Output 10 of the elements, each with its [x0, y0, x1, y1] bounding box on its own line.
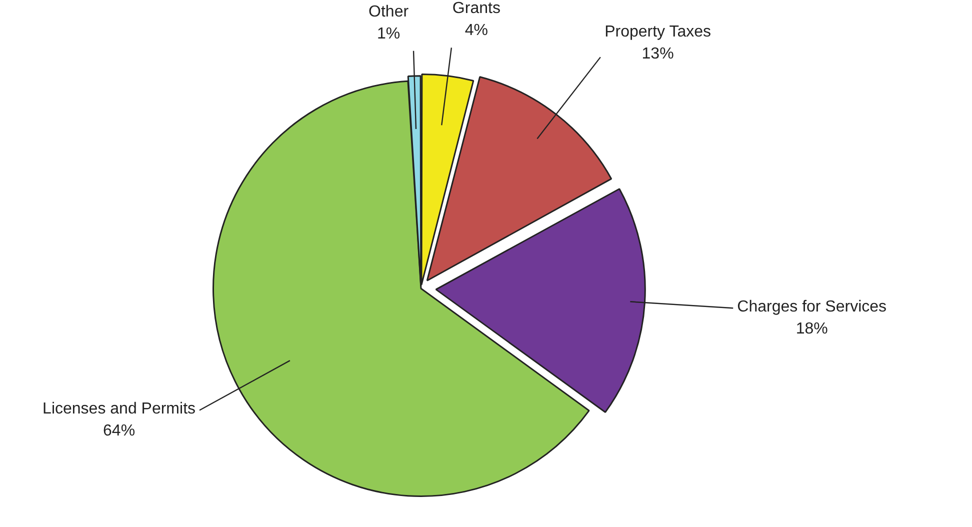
data-label: 1%: [376, 25, 400, 42]
data-label: 18%: [796, 320, 828, 338]
slice-label: Property Taxes: [604, 24, 711, 41]
data-label: 64%: [103, 422, 136, 440]
data-label: 13%: [642, 46, 674, 63]
slice-label: Other: [368, 3, 410, 20]
slice-label: Grants: [452, 0, 500, 18]
slice-label: Licenses and Permits: [42, 400, 196, 418]
data-label: 4%: [464, 22, 488, 40]
slice-label: Charges for Services: [737, 298, 887, 316]
